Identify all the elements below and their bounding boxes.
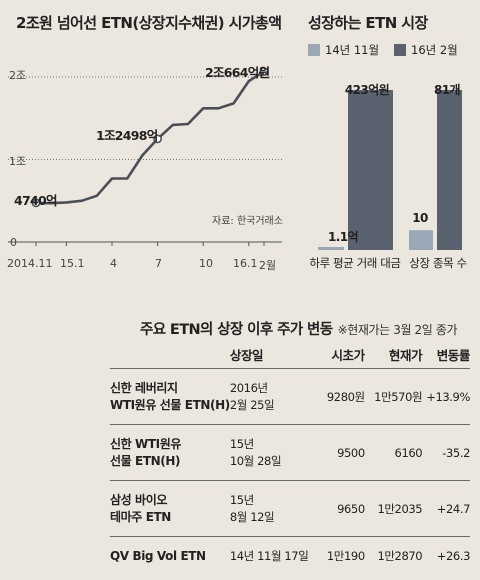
legend-label-2016: 16년 2월: [411, 43, 458, 57]
table-title: 주요 ETN의 상장 이후 주가 변동: [140, 322, 333, 338]
row-date: 15년: [229, 436, 254, 451]
col-header-date: 상장일: [229, 347, 264, 363]
bar-value-count-2016: 81개: [434, 83, 461, 97]
row-name-sub: WTI원유 선물 ETN(H): [110, 397, 230, 412]
row-change: +13.9%: [422, 368, 470, 425]
col-header-open: 시초가: [331, 347, 365, 363]
row-open: 1만190: [313, 536, 365, 575]
x-tick-10: 10: [199, 257, 213, 270]
bar-value-count-2014: 10: [412, 211, 428, 225]
row-date: 15년: [229, 492, 254, 507]
bar-1-1: [437, 90, 462, 250]
annotation-end: 2조664억원: [205, 65, 270, 80]
col-header-current: 현재가: [388, 347, 423, 363]
row-date-sub: 2월 25일: [229, 397, 275, 412]
x-tick-2014-11: 2014.11: [7, 257, 53, 270]
y-tick-2jo: 2조: [9, 69, 27, 82]
x-tick-4: 4: [110, 257, 117, 270]
line-marker-2: [259, 67, 269, 76]
x-tick-7: 7: [155, 257, 162, 270]
row-current: 1만570원: [364, 368, 423, 425]
row-date: 2016년: [229, 380, 268, 395]
annotation-start: 4740억: [14, 193, 57, 208]
category-count: 상장 종목 수: [409, 256, 467, 270]
row-current: 6160: [364, 424, 423, 481]
col-header-change: 변동률: [436, 347, 471, 363]
row-open: 9650: [313, 480, 365, 537]
row-change: +24.7: [422, 480, 470, 537]
bar-0-0: [318, 247, 344, 250]
row-name-sub: 선물 ETN(H): [110, 453, 181, 468]
row-open: 9280원: [313, 368, 365, 425]
row-change: -35.2: [422, 424, 470, 481]
row-open: 9500: [313, 424, 365, 481]
row-date-sub: 10월 28일: [229, 453, 282, 468]
bar-value-trade-2014: 1.1억: [328, 230, 359, 244]
legend-swatch-2016: [394, 44, 406, 56]
row-name: QV Big Vol ETN: [110, 536, 230, 575]
source-note: 자료: 한국거래소: [212, 216, 283, 227]
bar-value-trade-2016: 423억원: [344, 83, 390, 97]
category-trade: 하루 평균 거래 대금: [309, 256, 401, 270]
row-current: 1만2870: [364, 536, 423, 575]
row-name: 신한 WTI원유: [110, 436, 182, 451]
x-tick-15-1: 15.1: [60, 257, 85, 270]
annotation-mid: 1조2498억: [96, 128, 158, 143]
bar-1-0: [409, 230, 433, 250]
legend-label-2014: 14년 11월: [325, 43, 380, 57]
table-header-row: 상장일 시초가 현재가 변동률: [110, 340, 471, 369]
row-change: +26.3: [422, 536, 470, 575]
row-name: 신한 레버리지: [110, 380, 178, 395]
line-chart-series: [31, 67, 269, 208]
line-chart: [8, 67, 282, 246]
row-date: 14년 11월 17일: [229, 536, 314, 575]
row-name: 삼성 바이오: [110, 492, 167, 507]
x-tick-feb: 2월: [259, 259, 277, 272]
row-date-sub: 8월 12일: [229, 509, 275, 524]
y-tick-0: 0: [10, 236, 17, 249]
table-header-line: 주요 ETN의 상장 이후 주가 변동 ※현재가는 3월 2일 종가: [140, 318, 458, 339]
bar-chart-bars: [318, 90, 462, 250]
table-row: QV Big Vol ETN 14년 11월 17일 1만190 1만2870 …: [110, 536, 470, 575]
line-chart-title: 2조원 넘어선 ETN(상장지수채권) 시가총액: [16, 14, 282, 32]
x-tick-16-1: 16.1: [233, 257, 258, 270]
line-marker-0: [31, 198, 41, 208]
etn-table: 상장일 시초가 현재가 변동률 신한 레버리지 WTI원유 선물 ETN(H) 2…: [110, 340, 470, 575]
bar-chart-title: 성장하는 ETN 시장: [308, 14, 428, 32]
row-name-sub: 테마주 ETN: [110, 509, 171, 524]
table-row: 신한 레버리지 WTI원유 선물 ETN(H) 2016년 2월 25일 9280원…: [110, 368, 470, 425]
table-note: ※현재가는 3월 2일 종가: [337, 323, 458, 337]
line-series: [35, 70, 265, 205]
line-marker-1: [153, 134, 162, 144]
y-tick-1jo: 1조: [9, 155, 27, 168]
legend-swatch-2014: [308, 44, 320, 56]
bar-0-1: [348, 90, 393, 250]
row-current: 1만2035: [364, 480, 423, 537]
bar-chart: [318, 90, 462, 250]
line-chart-grid: [8, 76, 282, 246]
